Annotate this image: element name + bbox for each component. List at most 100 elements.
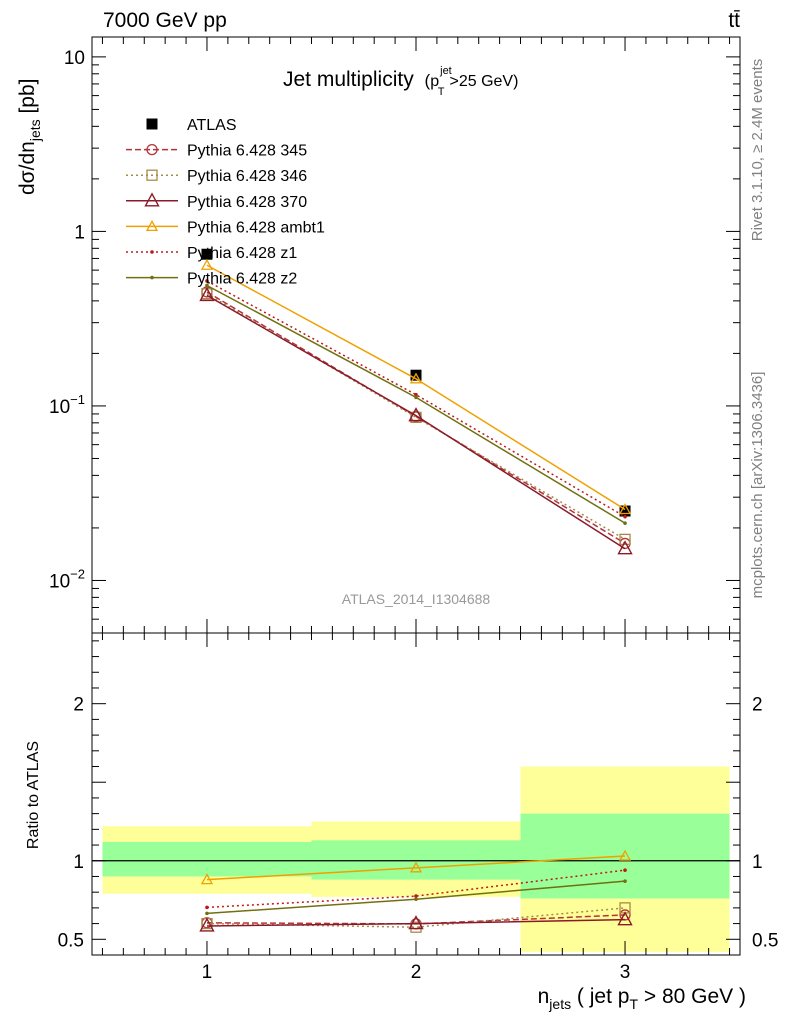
main-y-tick-label-base: 10: [49, 397, 70, 418]
legend-label: Pythia 6.428 370: [187, 194, 307, 211]
ratio-point-pythia-6-428-370: [617, 911, 633, 926]
data-point-atlas: [410, 369, 422, 381]
series-pythia-6-428-z2: [205, 283, 627, 525]
main-y-tick-label-exp: −2: [70, 566, 85, 581]
ratio-line-pythia-6-428-370: [206, 918, 626, 927]
main-series-group: [199, 248, 633, 555]
series-line-pythia-6-428-345: [206, 291, 626, 545]
chart-title-main: Jet multiplicity: [283, 68, 414, 91]
legend-entry-pythia-6-428-z1: Pythia 6.428 z1: [126, 245, 297, 262]
ratio-y-tick-label: 0.5: [58, 930, 84, 951]
x-axis-label-n: n: [538, 985, 550, 1008]
legend-marker: [146, 118, 158, 130]
process-label: tt̄: [728, 9, 740, 32]
series-pythia-6-428-370: [199, 286, 633, 555]
chart-title-sup: jet: [439, 65, 452, 77]
legend-marker: [146, 143, 158, 156]
legend-entry-pythia-6-428-345: Pythia 6.428 345: [126, 143, 307, 160]
ratio-point-pythia-6-428-ambt1: [618, 849, 632, 861]
ratio-axes: 0.5 0.5 1 1 2 2 1 2 3: [58, 632, 778, 983]
data-point-pythia-6-428-z1: [205, 279, 209, 283]
main-y-axis-label-rest: [pb]: [16, 78, 39, 119]
ratio-y-tick-label-right: 2: [752, 695, 763, 716]
legend: ATLAS Pythia 6.428 345 Pythia 6.428 346 Pyt…: [126, 117, 325, 288]
ratio-point-pythia-6-428-370: [199, 917, 215, 932]
ratio-point-pythia-6-428-z1: [623, 868, 627, 872]
ratio-point-pythia-6-428-ambt1: [409, 861, 423, 873]
ratio-point-pythia-6-428-z2: [205, 911, 209, 916]
chart-title-p: p: [430, 73, 439, 90]
legend-label: Pythia 6.428 346: [187, 168, 307, 185]
x-axis-label: njets ( jet pT > 80 GeV ): [538, 985, 746, 1012]
chart-title-sub: T: [438, 86, 445, 98]
data-point-atlas: [201, 248, 213, 260]
x-axis-label-sub: jets: [548, 996, 571, 1012]
legend-entry-pythia-6-428-ambt1: Pythia 6.428 ambt1: [126, 219, 325, 236]
series-pythia-6-428-ambt1: [200, 258, 632, 515]
legend-entry-pythia-6-428-370: Pythia 6.428 370: [126, 192, 307, 211]
rivet-version-label: Rivet 3.1.10, ≥ 2.4M events: [749, 59, 766, 242]
legend-entry-atlas: ATLAS: [146, 117, 237, 134]
ratio-series-group: [199, 849, 633, 933]
series-pythia-6-428-345: [201, 286, 631, 550]
ratio-point-pythia-6-428-z1: [205, 905, 209, 910]
ratio-point-pythia-6-428-z2: [623, 879, 627, 883]
ratio-y-tick-label: 2: [73, 695, 84, 716]
series-pythia-6-428-z1: [205, 279, 627, 519]
x-tick-label: 1: [202, 962, 213, 983]
legend-marker: [146, 169, 158, 181]
data-point-pythia-6-428-ambt1: [618, 503, 632, 515]
energy-label: 7000 GeV pp: [103, 9, 227, 32]
ratio-series-pythia-6-428-z2: [205, 879, 627, 916]
legend-marker: [145, 220, 159, 232]
data-point-pythia-6-428-z2: [623, 521, 627, 525]
ratio-series-pythia-6-428-ambt1: [200, 849, 632, 885]
main-y-tick-label-exp: −1: [70, 392, 85, 407]
uncertainty-band-green: [102, 841, 312, 877]
ratio-series-pythia-6-428-z1: [205, 868, 627, 910]
series-line-pythia-6-428-z2: [206, 284, 626, 524]
main-y-tick-label-base: 10: [49, 571, 70, 592]
ratio-point-pythia-6-428-z2: [414, 897, 418, 902]
ratio-y-tick-label-right: 1: [752, 852, 763, 873]
legend-marker: [150, 250, 154, 254]
ratio-point-pythia-6-428-z1: [414, 894, 418, 898]
ratio-uncertainty-bands: [102, 766, 730, 952]
ratio-point-pythia-6-428-ambt1: [200, 873, 214, 885]
ratio-y-axis-label: Ratio to ATLAS: [25, 741, 42, 849]
uncertainty-band-green: [311, 840, 521, 880]
series-atlas: [201, 248, 631, 517]
legend-label: Pythia 6.428 345: [187, 143, 307, 160]
ratio-series-pythia-6-428-370: [199, 911, 633, 932]
series-line-pythia-6-428-370: [206, 294, 626, 550]
data-point-pythia-6-428-370: [199, 286, 215, 302]
legend-marker: [150, 275, 154, 280]
chart-title-rest: >25 GeV): [449, 73, 518, 90]
x-tick-label: 2: [411, 962, 422, 983]
analysis-watermark: ATLAS_2014_I1304688: [342, 591, 491, 607]
ratio-y-tick-label: 1: [73, 852, 84, 873]
data-point-pythia-6-428-370: [617, 540, 633, 555]
main-y-axis-label-main: dσ/dn: [16, 141, 39, 195]
main-y-axis-label: dσ/dnjets [pb]: [16, 78, 43, 195]
legend-entry-pythia-6-428-346: Pythia 6.428 346: [126, 168, 307, 185]
legend-label: ATLAS: [187, 117, 237, 134]
chart-title: Jet multiplicity (pjet T >25 GeV): [283, 65, 518, 98]
x-axis-label-mid: ( jet p: [571, 985, 629, 1008]
legend-label: Pythia 6.428 z2: [187, 271, 297, 288]
data-point-pythia-6-428-370: [408, 407, 424, 422]
data-point-pythia-6-428-ambt1: [409, 372, 423, 384]
legend-marker: [144, 192, 160, 207]
legend-label: Pythia 6.428 ambt1: [187, 219, 325, 236]
x-tick-label: 3: [620, 962, 631, 983]
x-axis-label-rest: > 80 GeV ): [638, 985, 746, 1008]
data-point-pythia-6-428-z2: [205, 283, 209, 288]
ratio-line-pythia-6-428-ambt1: [206, 855, 626, 881]
main-y-tick-label: 10: [64, 48, 85, 69]
main-y-tick-label: 10−1: [49, 392, 85, 418]
ratio-y-tick-label-right: 0.5: [752, 930, 778, 951]
legend-label: Pythia 6.428 z1: [187, 245, 297, 262]
main-y-axis-label-sub: jets: [27, 119, 43, 142]
data-point-pythia-6-428-ambt1: [200, 258, 214, 270]
